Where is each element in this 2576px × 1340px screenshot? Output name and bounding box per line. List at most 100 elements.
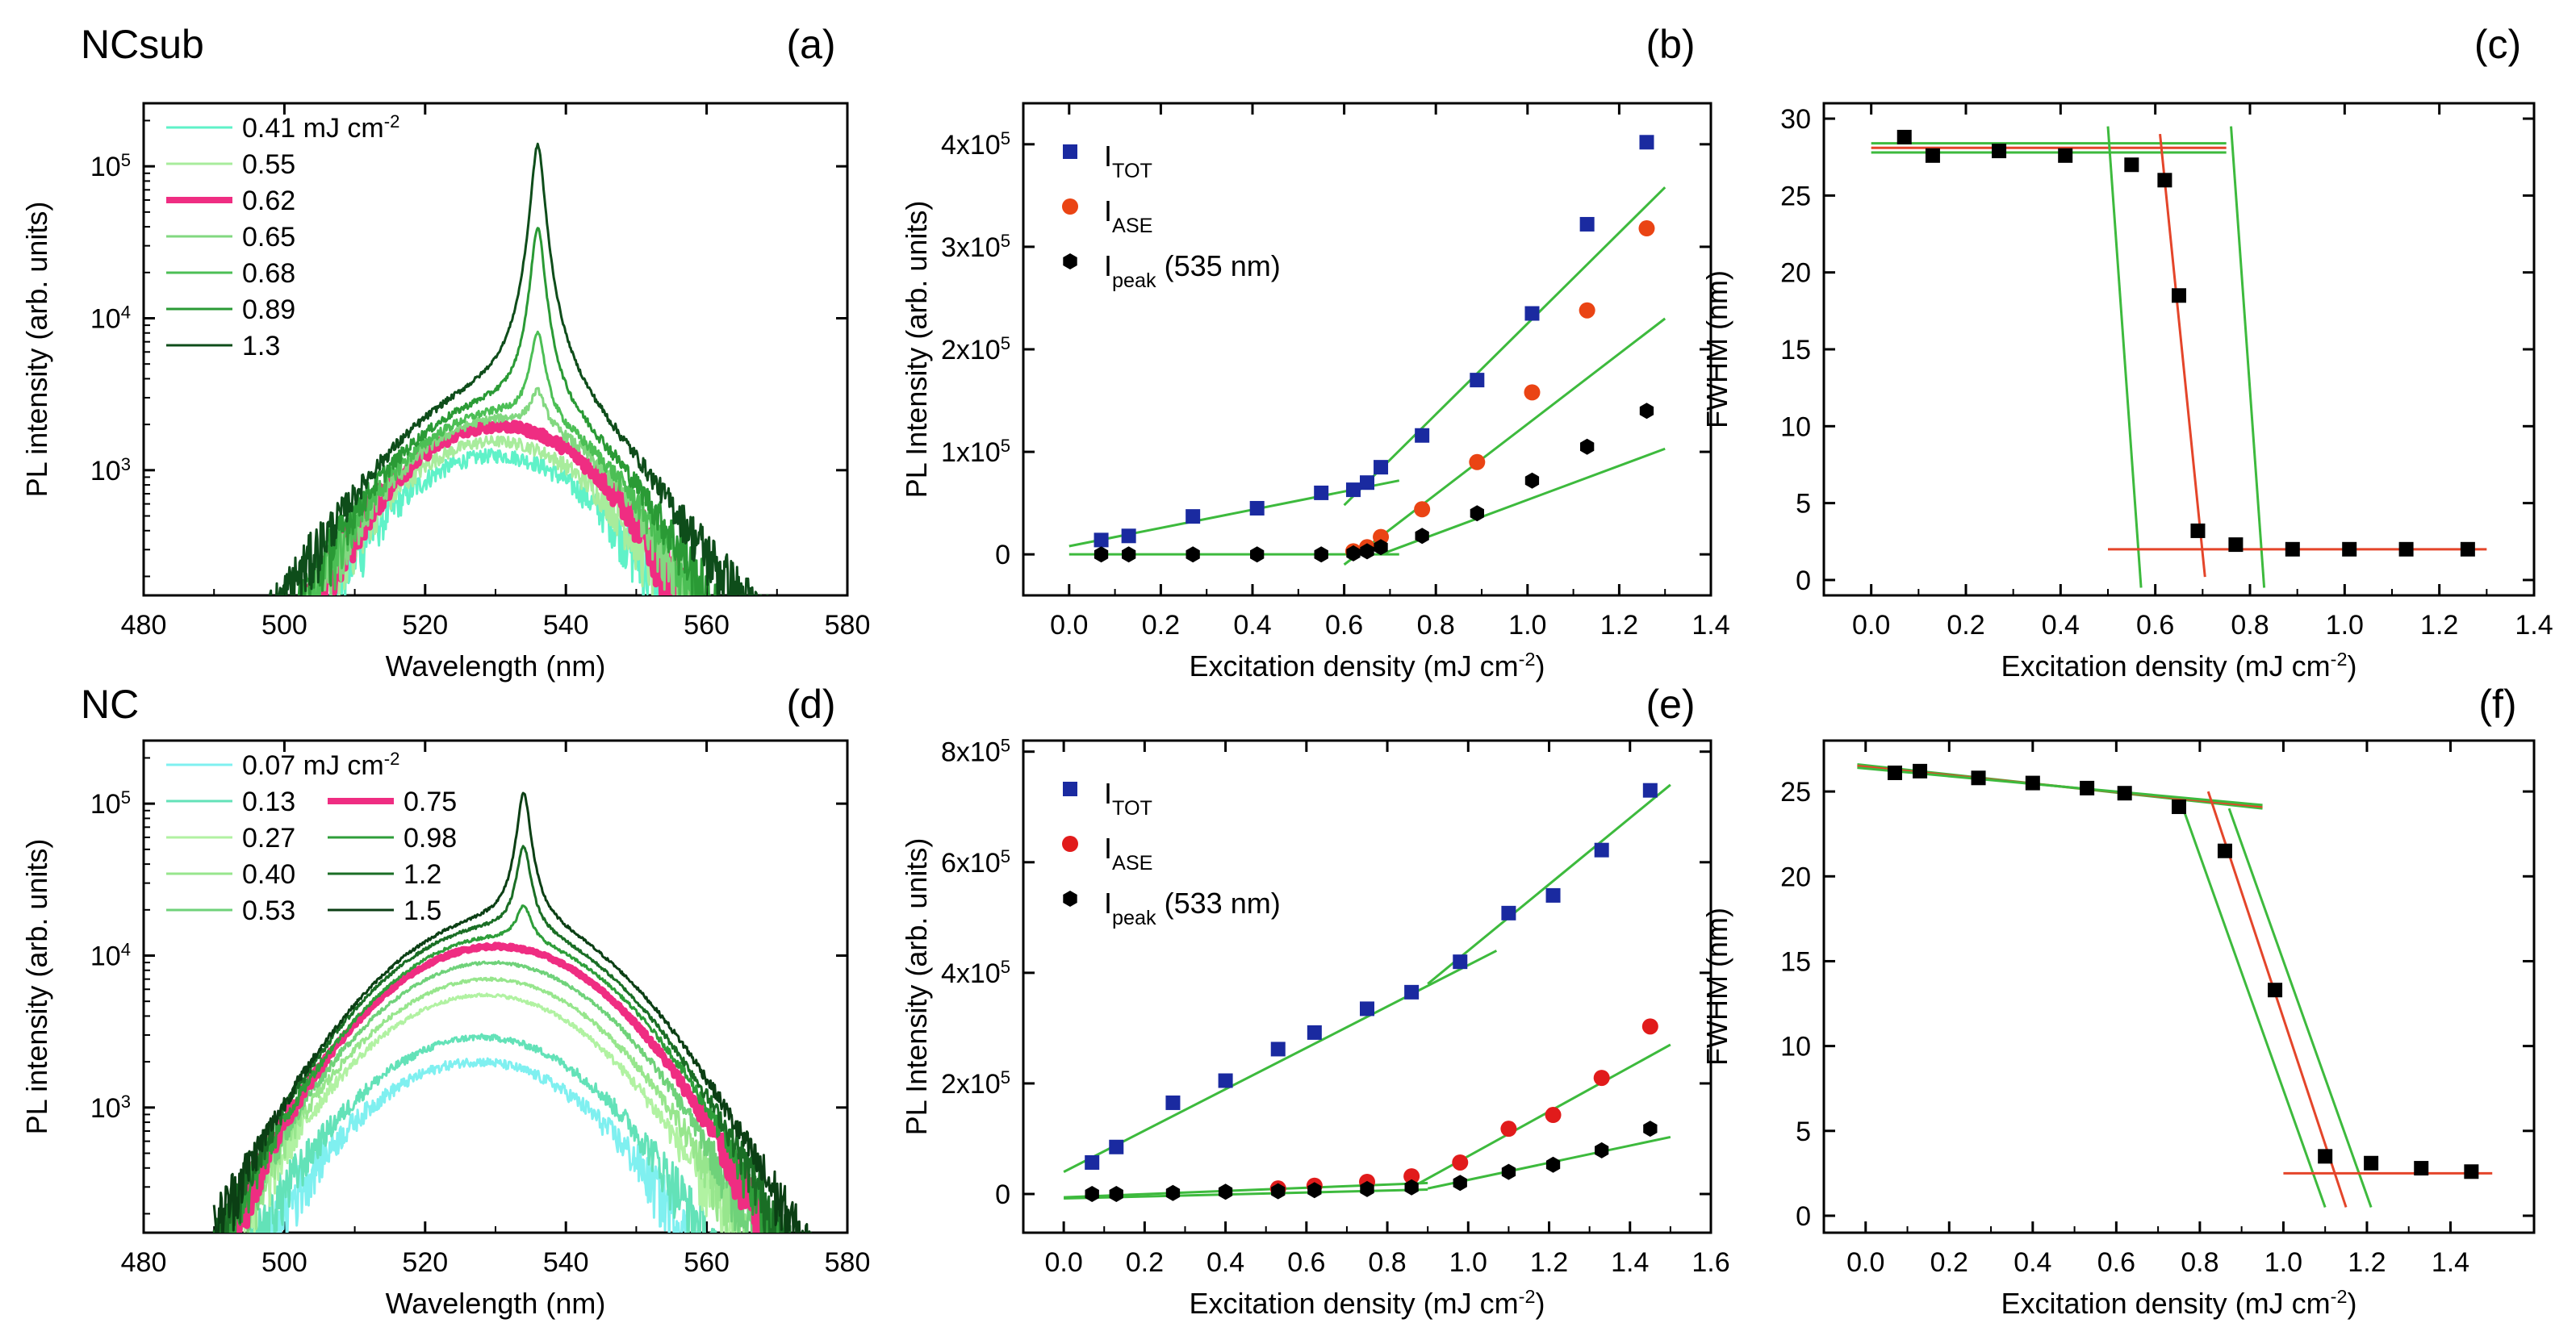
legend: 0.07 mJ cm-2 0.13 0.27 0.40 0.53 0.75 0.98 1.2 1… — [166, 749, 457, 926]
legend: ITOT IASE Ipeak (535 nm) — [1062, 140, 1281, 292]
legend-label: 0.27 — [242, 823, 295, 854]
legend-label: 0.53 — [242, 895, 295, 926]
data-point — [1314, 546, 1328, 563]
panel-d: 480 500 520 540 560 580 103 104 105 Wavelength (n… — [20, 682, 870, 1320]
x-tick-label: 1.6 — [1692, 1247, 1729, 1278]
data-point — [1094, 546, 1109, 563]
data-point — [1643, 1121, 1658, 1138]
data-point — [1638, 220, 1655, 237]
data-point — [1404, 984, 1420, 1000]
data-point — [1415, 528, 1429, 545]
data-point — [1545, 1107, 1562, 1124]
data-point — [2157, 173, 2172, 188]
x-tick-label: 480 — [121, 1247, 167, 1278]
fit-line — [1063, 950, 1498, 1173]
data-point — [1270, 1042, 1286, 1057]
x-tick-label: 0.6 — [1325, 610, 1363, 641]
panel-tag: (e) — [1646, 682, 1695, 727]
series-line — [303, 330, 705, 595]
legend: 0.41 mJ cm-2 0.55 0.62 0.65 0.68 0.89 1.3 — [166, 111, 399, 361]
y-tick-label: 104 — [90, 939, 131, 972]
data-point — [1218, 1183, 1233, 1200]
x-tick-label: 0.0 — [1852, 610, 1890, 641]
x-tick-label: 560 — [684, 1247, 730, 1278]
data-point — [2398, 541, 2414, 557]
y-tick-label: 25 — [1780, 181, 1811, 211]
legend-label: IASE — [1104, 194, 1152, 237]
legend-label: Ipeak (533 nm) — [1104, 887, 1281, 929]
data-point — [1360, 475, 1374, 490]
fit-line — [1427, 783, 1671, 985]
plot-frame — [1022, 739, 1712, 1234]
data-point — [1186, 509, 1201, 524]
series-line — [228, 976, 755, 1233]
legend-label: 0.41 mJ cm-2 — [242, 111, 399, 144]
x-tick-label: 1.2 — [1530, 1247, 1568, 1278]
panel-tag: (b) — [1646, 22, 1695, 67]
y-tick-label: 4x105 — [941, 956, 1010, 989]
legend-label: 0.65 — [242, 222, 295, 253]
data-point — [2342, 541, 2357, 557]
y-tick-label: 0 — [1796, 566, 1811, 596]
data-point — [2025, 775, 2040, 791]
legend-label: 0.55 — [242, 149, 295, 180]
data-point — [1453, 954, 1468, 970]
data-point — [1063, 144, 1077, 159]
x-tick-label: 520 — [402, 610, 448, 641]
data-point — [2080, 780, 2095, 795]
x-tick-label: 520 — [402, 1247, 448, 1278]
data-point — [1992, 144, 2007, 159]
plot-area — [269, 142, 769, 595]
y-axis-label: FWHM (nm) — [1700, 270, 1733, 428]
y-tick-label: 105 — [90, 150, 131, 183]
data-point — [1307, 1182, 1322, 1199]
series-line — [247, 1033, 717, 1233]
y-tick-label: 15 — [1780, 335, 1811, 365]
x-tick-label: 0.2 — [1126, 1247, 1164, 1278]
plot-area — [212, 791, 813, 1233]
data-point — [1063, 782, 1077, 796]
data-point — [1373, 528, 1390, 545]
data-point — [1062, 836, 1078, 852]
legend-label: 0.89 — [242, 294, 295, 325]
series-line — [306, 420, 697, 595]
data-point — [1314, 485, 1329, 500]
data-point — [1360, 1001, 1374, 1016]
y-tick-label: 3x105 — [941, 230, 1010, 263]
series-line — [321, 448, 671, 595]
data-point — [2364, 1155, 2379, 1171]
y-tick-label: 103 — [90, 1091, 131, 1124]
y-tick-label: 20 — [1780, 258, 1811, 289]
data-point — [1085, 1186, 1099, 1202]
x-tick-label: 1.0 — [2326, 610, 2364, 641]
panel-tag: (a) — [786, 22, 835, 67]
data-point — [1469, 453, 1486, 470]
y-axis-label: PL intensity (arb. units) — [20, 839, 53, 1135]
data-point — [1971, 770, 1986, 786]
data-point — [1307, 1025, 1322, 1040]
series-line — [309, 435, 683, 595]
x-tick-label: 0.4 — [2042, 610, 2080, 641]
series-line — [229, 992, 738, 1233]
x-axis-label: Excitation density (mJ cm-2) — [2001, 1286, 2357, 1320]
y-tick-label: 0 — [1796, 1201, 1811, 1232]
x-tick-label: 500 — [261, 610, 307, 641]
data-point — [1109, 1186, 1123, 1202]
x-axis-label: Wavelength (nm) — [386, 1287, 606, 1320]
fit-line — [2230, 126, 2266, 588]
data-point — [1580, 438, 1595, 455]
data-point — [1094, 532, 1109, 548]
y-tick-label: 2x105 — [941, 1067, 1010, 1100]
data-point — [1593, 1070, 1610, 1087]
data-point — [2172, 288, 2186, 303]
data-point — [1360, 543, 1374, 560]
x-tick-label: 0.6 — [2136, 610, 2174, 641]
y-tick-label: 4x105 — [941, 127, 1010, 161]
series-line — [212, 791, 813, 1233]
data-point — [1594, 842, 1609, 858]
y-axis-label: PL Intensity (arb. units) — [900, 838, 933, 1136]
legend-label: 0.68 — [242, 258, 295, 289]
plot-area — [1068, 135, 1666, 566]
panel-tag: (c) — [2474, 22, 2521, 67]
data-point — [2172, 799, 2186, 815]
